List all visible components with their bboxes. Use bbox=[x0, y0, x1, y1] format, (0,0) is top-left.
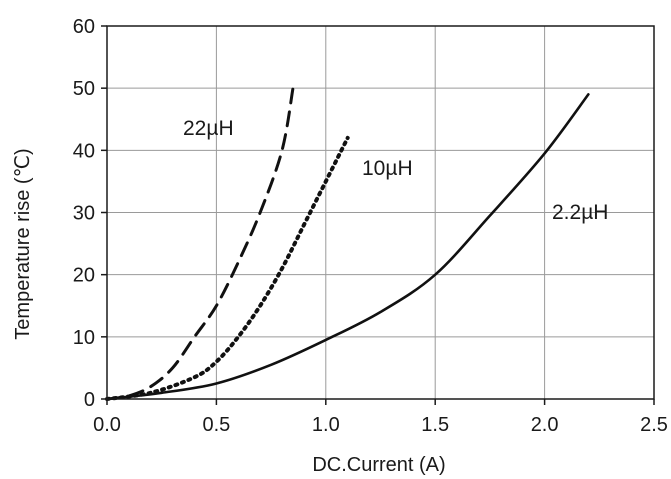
y-axis-label: Temperature rise (℃) bbox=[12, 148, 34, 339]
x-tick-label: 0.5 bbox=[202, 414, 230, 436]
y-tick-label: 20 bbox=[73, 265, 95, 287]
y-tick-label: 0 bbox=[84, 389, 95, 411]
x-tick-label: 2.5 bbox=[640, 414, 668, 436]
y-tick-label: 60 bbox=[73, 16, 95, 38]
series-line-10-h bbox=[105, 135, 350, 401]
series-label-22uh: 22µH bbox=[183, 117, 234, 140]
y-tick-label: 30 bbox=[73, 203, 95, 225]
series-line-2-2-h bbox=[105, 93, 590, 401]
ticks-layer: 0.0 0.5 1.0 1.5 2.0 2.5 0 10 20 30 40 50 60 bbox=[73, 16, 668, 436]
x-axis-label: DC.Current (A) bbox=[312, 454, 445, 476]
labels-layer: DC.Current (A) Temperature rise (℃) bbox=[12, 148, 446, 476]
series-label-10uh: 10µH bbox=[362, 157, 413, 180]
x-tick-label: 0.0 bbox=[93, 414, 121, 436]
y-tick-label: 10 bbox=[73, 327, 95, 349]
series-label-2-2uh: 2.2µH bbox=[552, 201, 608, 224]
series-line-22-h bbox=[105, 86, 295, 401]
y-tick-label: 40 bbox=[73, 140, 95, 162]
series-layer bbox=[105, 86, 590, 401]
series-label-layer: 22µH 10µH 2.2µH bbox=[183, 117, 608, 224]
y-tick-label: 50 bbox=[73, 78, 95, 100]
grid-layer bbox=[107, 26, 654, 399]
x-tick-label: 1.5 bbox=[421, 414, 449, 436]
x-tick-label: 2.0 bbox=[531, 414, 559, 436]
x-tick-label: 1.0 bbox=[312, 414, 340, 436]
